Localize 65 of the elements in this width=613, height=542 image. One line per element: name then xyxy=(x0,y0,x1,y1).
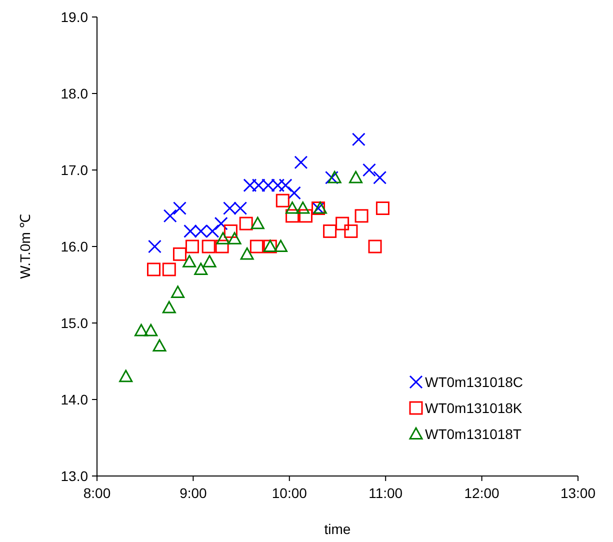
y-tick-label: 18.0 xyxy=(60,85,88,102)
point xyxy=(336,216,350,230)
point xyxy=(274,240,288,252)
x-tick-label: 12:00 xyxy=(464,485,500,501)
point xyxy=(239,216,253,230)
point xyxy=(119,370,133,382)
legend-label: WT0m131018T xyxy=(425,426,522,442)
point xyxy=(352,132,366,146)
point xyxy=(162,262,176,276)
x-tick-label: 10:00 xyxy=(272,485,308,501)
point xyxy=(349,170,363,184)
point xyxy=(354,209,368,223)
point xyxy=(172,247,186,261)
point xyxy=(376,202,390,215)
point xyxy=(286,202,300,214)
point xyxy=(328,170,342,184)
point xyxy=(224,224,238,238)
point xyxy=(172,202,186,215)
point xyxy=(294,156,308,170)
x-tick-label: 13:00 xyxy=(560,485,596,501)
point xyxy=(152,339,166,352)
point xyxy=(182,255,196,268)
point xyxy=(250,240,264,254)
point xyxy=(148,240,162,254)
legend-label: WT0m131018C xyxy=(425,374,524,390)
point xyxy=(147,262,161,276)
point xyxy=(216,232,230,244)
point xyxy=(134,324,148,336)
point xyxy=(228,232,242,244)
point xyxy=(368,240,382,254)
point xyxy=(373,170,387,184)
point xyxy=(202,255,216,268)
y-tick-label: 14.0 xyxy=(60,391,88,408)
y-tick-label: 19.0 xyxy=(60,8,88,25)
point xyxy=(240,247,254,260)
y-tick-label: 13.0 xyxy=(60,468,88,484)
point xyxy=(286,209,300,223)
legend-label: WT0m131018K xyxy=(425,400,523,416)
x-tick-label: 11:00 xyxy=(368,485,403,501)
point xyxy=(214,216,228,230)
point xyxy=(144,324,158,336)
x-tick-label: 9:00 xyxy=(180,485,208,501)
point xyxy=(162,300,176,314)
point xyxy=(202,240,216,254)
point xyxy=(296,202,310,214)
point xyxy=(299,209,313,223)
point xyxy=(323,224,337,238)
y-tick-label: 15.0 xyxy=(60,314,88,331)
point xyxy=(324,170,338,184)
point xyxy=(344,224,358,238)
point xyxy=(163,209,177,223)
point xyxy=(287,186,301,200)
y-tick-label: 16.0 xyxy=(60,238,88,254)
point xyxy=(171,286,185,298)
point xyxy=(276,194,290,208)
point xyxy=(185,240,199,254)
y-axis-title: W.T.0m ℃ xyxy=(17,214,33,279)
x-tick-label: 8:00 xyxy=(83,485,111,501)
x-axis-title: time xyxy=(324,521,351,537)
point xyxy=(250,216,264,230)
point xyxy=(215,240,229,254)
point xyxy=(194,262,208,275)
y-tick-label: 17.0 xyxy=(60,162,88,178)
point xyxy=(362,163,376,177)
point xyxy=(278,178,292,192)
